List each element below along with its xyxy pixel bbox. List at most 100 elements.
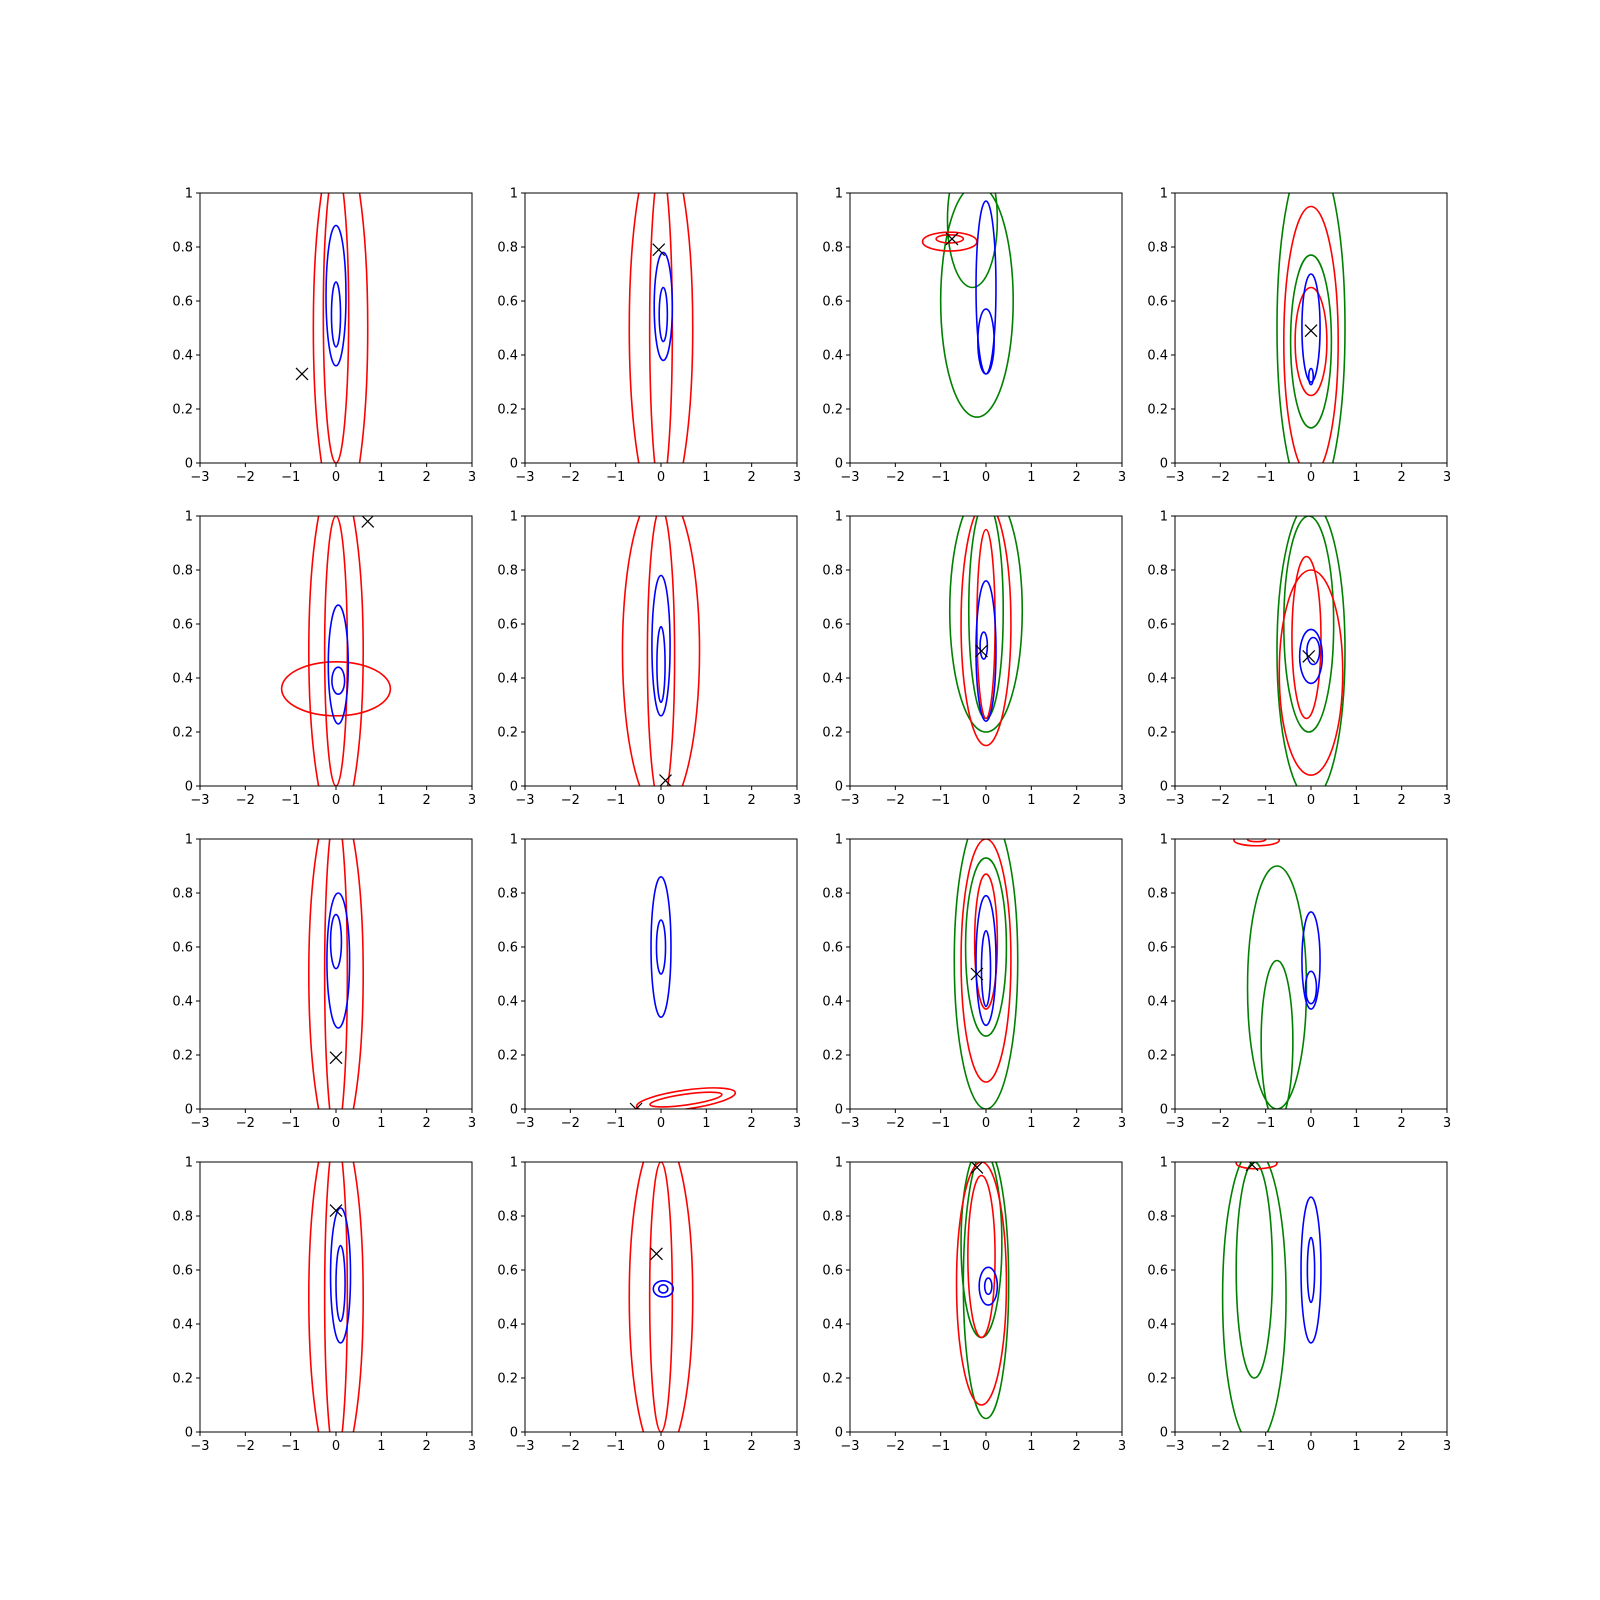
x-tick-label: 2	[1398, 1439, 1406, 1454]
x-tick-label: 2	[423, 470, 431, 485]
y-tick-label: 0.8	[822, 564, 843, 579]
x-tick-label: 0	[657, 793, 665, 808]
red-contour	[1283, 205, 1339, 463]
x-tick-label: 1	[702, 1439, 710, 1454]
red-contour	[960, 516, 1012, 747]
y-tick-label: 1	[510, 1156, 518, 1171]
panel-0-3: −3 −2 −1 0 1 2 3 0 0.2 0.4 0.6 0.8 1	[1147, 187, 1451, 486]
x-tick-label: 1	[702, 793, 710, 808]
x-marker	[329, 1204, 343, 1218]
y-tick-label: 0.6	[822, 1264, 843, 1279]
red-contour	[646, 516, 676, 786]
y-tick-label: 1	[835, 187, 843, 202]
y-tick-label: 0.6	[172, 618, 193, 633]
x-marker-stroke	[970, 1162, 984, 1174]
y-tick-label: 0.2	[172, 403, 193, 418]
y-tick-label: 0.8	[497, 564, 518, 579]
red-contour	[648, 1162, 674, 1432]
green-contour	[939, 193, 1014, 418]
green-contour	[964, 857, 1008, 1037]
x-tick-label: 1	[377, 1439, 385, 1454]
y-tick-label: 0.2	[172, 1049, 193, 1064]
green-contour	[1276, 193, 1346, 463]
x-tick-label: −2	[1211, 470, 1230, 485]
y-tick-label: 1	[510, 187, 518, 202]
y-tick-label: 0.2	[822, 403, 843, 418]
axes-frame	[1174, 838, 1448, 1110]
panel-3-0: −3 −2 −1 0 1 2 3 0 0.2 0.4 0.6 0.8 1	[172, 1156, 476, 1455]
y-tick-label: 0	[185, 780, 193, 795]
y-tick-label: 0	[1160, 780, 1168, 795]
x-tick-label: 1	[1027, 470, 1035, 485]
blue-contour	[330, 281, 342, 348]
y-tick-label: 1	[1160, 1156, 1168, 1171]
blue-contour	[978, 1266, 999, 1306]
y-tick-label: 1	[1160, 833, 1168, 848]
y-tick-label: 0	[185, 457, 193, 472]
x-tick-label: 2	[1073, 470, 1081, 485]
x-tick-label: −2	[1211, 1116, 1230, 1131]
x-tick-label: 0	[1307, 793, 1315, 808]
x-tick-label: 3	[793, 1116, 801, 1131]
blue-contour	[652, 1280, 675, 1298]
blue-contour	[1306, 1236, 1316, 1304]
x-marker-stroke	[1245, 1162, 1256, 1172]
x-tick-label: 1	[377, 470, 385, 485]
plot-area	[953, 839, 1019, 1109]
blue-contour	[653, 251, 674, 362]
x-tick-label: −1	[1256, 1439, 1275, 1454]
x-tick-label: −1	[1256, 1116, 1275, 1131]
y-tick-label: 0.8	[172, 887, 193, 902]
x-tick-label: 1	[1352, 470, 1360, 485]
green-contour	[967, 516, 1005, 720]
x-tick-label: 1	[702, 1116, 710, 1131]
blue-contour	[1304, 970, 1318, 1005]
y-tick-label: 0.8	[1147, 564, 1168, 579]
x-tick-label: −1	[606, 1116, 625, 1131]
x-tick-label: 3	[1118, 470, 1126, 485]
red-contour	[649, 1091, 723, 1108]
y-tick-label: 0.2	[497, 1049, 518, 1064]
x-marker	[629, 1102, 643, 1109]
y-tick-label: 0	[835, 457, 843, 472]
x-marker-stroke	[1304, 324, 1318, 338]
x-tick-label: 0	[1307, 1116, 1315, 1131]
y-tick-label: 0.4	[497, 349, 518, 364]
y-tick-label: 0	[1160, 1426, 1168, 1441]
blue-contour	[325, 224, 347, 367]
x-marker	[1302, 649, 1316, 663]
blue-contour	[980, 929, 992, 1008]
x-tick-label: 1	[1027, 1116, 1035, 1131]
x-marker	[659, 774, 672, 786]
x-marker	[1304, 324, 1318, 338]
panel-3-3: −3 −2 −1 0 1 2 3 0 0.2 0.4 0.6 0.8 1	[1147, 1156, 1451, 1455]
y-tick-label: 0	[1160, 457, 1168, 472]
x-tick-label: −3	[190, 470, 209, 485]
y-tick-label: 0.2	[172, 1372, 193, 1387]
x-tick-label: −3	[840, 1116, 859, 1131]
y-tick-label: 0.8	[1147, 887, 1168, 902]
x-marker-stroke	[659, 774, 672, 786]
y-tick-label: 1	[835, 1156, 843, 1171]
x-tick-label: −1	[281, 793, 300, 808]
x-tick-label: 1	[1027, 1439, 1035, 1454]
red-contour	[323, 1162, 349, 1432]
x-tick-label: 2	[748, 470, 756, 485]
red-contour	[967, 1174, 996, 1339]
panel-1-3: −3 −2 −1 0 1 2 3 0 0.2 0.4 0.6 0.8 1	[1147, 510, 1451, 809]
x-tick-label: 3	[1118, 793, 1126, 808]
x-tick-label: 1	[1352, 1116, 1360, 1131]
y-tick-label: 0.8	[172, 564, 193, 579]
plot-area	[628, 1162, 694, 1432]
y-tick-label: 0.6	[497, 618, 518, 633]
x-tick-label: 0	[982, 1439, 990, 1454]
panel-1-2: −3 −2 −1 0 1 2 3 0 0.2 0.4 0.6 0.8 1	[822, 510, 1126, 809]
x-marker-stroke	[652, 243, 666, 257]
x-tick-label: −3	[1165, 1439, 1184, 1454]
green-contour	[1221, 1162, 1287, 1432]
x-tick-label: 3	[468, 1116, 476, 1131]
y-tick-label: 0	[835, 1103, 843, 1118]
y-tick-label: 0.4	[172, 672, 193, 687]
y-tick-label: 0.2	[497, 1372, 518, 1387]
